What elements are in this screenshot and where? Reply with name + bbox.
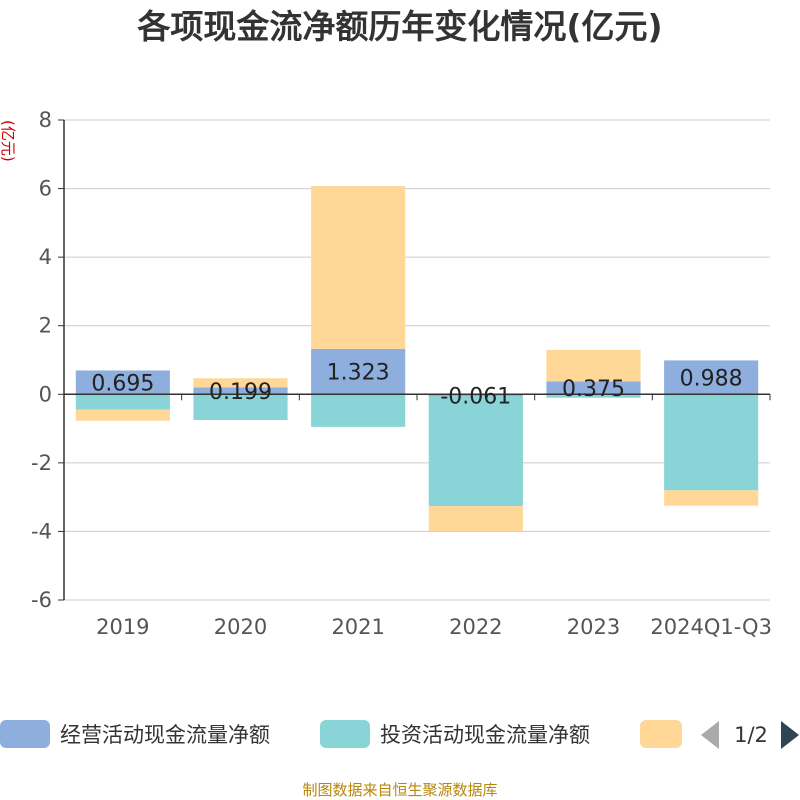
data-label: 0.199	[209, 380, 272, 405]
x-tick-label: 2022	[449, 615, 502, 639]
data-label: 1.323	[327, 361, 390, 386]
bar-series-0-2020[interactable]	[193, 387, 288, 395]
legend-swatch-investing	[320, 720, 370, 748]
legend-label-investing: 投资活动现金流量净额	[380, 723, 590, 747]
y-tick-label: 6	[39, 177, 52, 201]
bar-series-2-2022[interactable]	[428, 506, 523, 532]
bar-series-1-2019[interactable]	[75, 394, 170, 410]
grid-lines	[64, 119, 770, 601]
bar-series-1-2020[interactable]	[193, 394, 288, 420]
bar-series-2-2021[interactable]	[311, 186, 406, 349]
y-tick-label: 8	[39, 108, 52, 132]
bar-series-1-2024Q1-Q3[interactable]	[664, 394, 759, 491]
bar-series-0-2019[interactable]	[75, 370, 170, 395]
y-tick-label: 4	[39, 245, 52, 269]
x-tick-label: 2024Q1-Q3	[650, 615, 772, 639]
legend-prev-page-icon[interactable]	[701, 721, 719, 749]
axes: 8 6 4 2 0 -2 -4 -6 2019 2020 2021 2022 2023 2024Q1-Q3	[31, 108, 772, 639]
legend-swatch-financing	[640, 720, 682, 748]
bar-series-2-2020[interactable]	[193, 378, 288, 388]
data-label: 0.988	[680, 366, 743, 391]
y-tick-label: 2	[39, 314, 52, 338]
data-label: 0.375	[562, 377, 625, 402]
data-labels: 0.695 0.199 1.323 -0.061 0.375 0.988	[91, 361, 742, 410]
data-source-note: 制图数据来自恒生聚源数据库	[302, 781, 497, 799]
bars	[75, 186, 759, 532]
x-tick-label: 2020	[214, 615, 267, 639]
bar-series-2-2019[interactable]	[75, 409, 170, 421]
bar-series-0-2024Q1-Q3[interactable]	[664, 360, 759, 395]
bar-series-2-2023[interactable]	[546, 349, 641, 382]
chart-title: 各项现金流净额历年变化情况(亿元)	[137, 7, 663, 46]
y-axis-unit: (亿元)	[0, 120, 17, 162]
y-tick-label: 0	[39, 382, 52, 406]
legend-item-operating[interactable]: 经营活动现金流量净额	[0, 720, 270, 748]
legend-page-indicator: 1/2	[734, 723, 768, 747]
bar-series-1-2021[interactable]	[311, 394, 406, 427]
legend-label-operating: 经营活动现金流量净额	[60, 723, 270, 747]
bar-series-0-2022[interactable]	[428, 394, 523, 397]
legend-next-page-icon[interactable]	[781, 721, 799, 749]
data-label: -0.061	[440, 384, 511, 409]
data-label: 0.695	[91, 371, 154, 396]
y-tick-label: -4	[31, 519, 52, 543]
legend: 经营活动现金流量净额 投资活动现金流量净额 1/2	[0, 720, 799, 749]
x-tick-label: 2019	[96, 615, 149, 639]
bar-series-0-2023[interactable]	[546, 381, 641, 395]
bar-series-1-2022[interactable]	[428, 396, 523, 507]
x-tick-label: 2023	[567, 615, 620, 639]
y-tick-label: -6	[31, 588, 52, 612]
legend-swatch-operating	[0, 720, 50, 748]
legend-item-financing[interactable]	[640, 720, 682, 748]
bar-series-2-2024Q1-Q3[interactable]	[664, 490, 759, 506]
bar-series-0-2021[interactable]	[311, 348, 406, 395]
x-tick-label: 2021	[331, 615, 384, 639]
bar-series-1-2023[interactable]	[546, 394, 641, 398]
legend-item-investing[interactable]: 投资活动现金流量净额	[320, 720, 590, 748]
y-tick-label: -2	[31, 451, 52, 475]
